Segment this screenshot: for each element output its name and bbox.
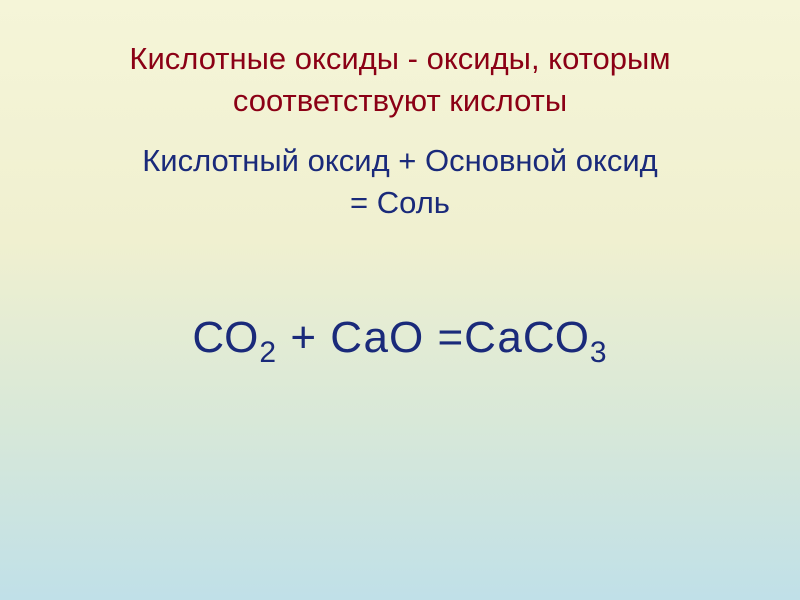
slide-title: Кислотные оксиды - оксиды, которым соотв… [0, 0, 800, 122]
title-line-1: Кислотные оксиды - оксиды, которым [129, 41, 670, 76]
formula-sub-2: 3 [590, 336, 608, 369]
formula-part-1: СО [192, 313, 259, 362]
subtitle-line-2: = Соль [350, 185, 450, 220]
formula-part-2: + СаО =СаСО [277, 313, 590, 362]
chemical-formula: СО2 + СаО =СаСО3 [0, 223, 800, 370]
title-line-2: соответствуют кислоты [233, 83, 567, 118]
slide-subtitle: Кислотный оксид + Основной оксид = Соль [0, 122, 800, 224]
subtitle-line-1: Кислотный оксид + Основной оксид [142, 143, 658, 178]
formula-sub-1: 2 [259, 336, 277, 369]
